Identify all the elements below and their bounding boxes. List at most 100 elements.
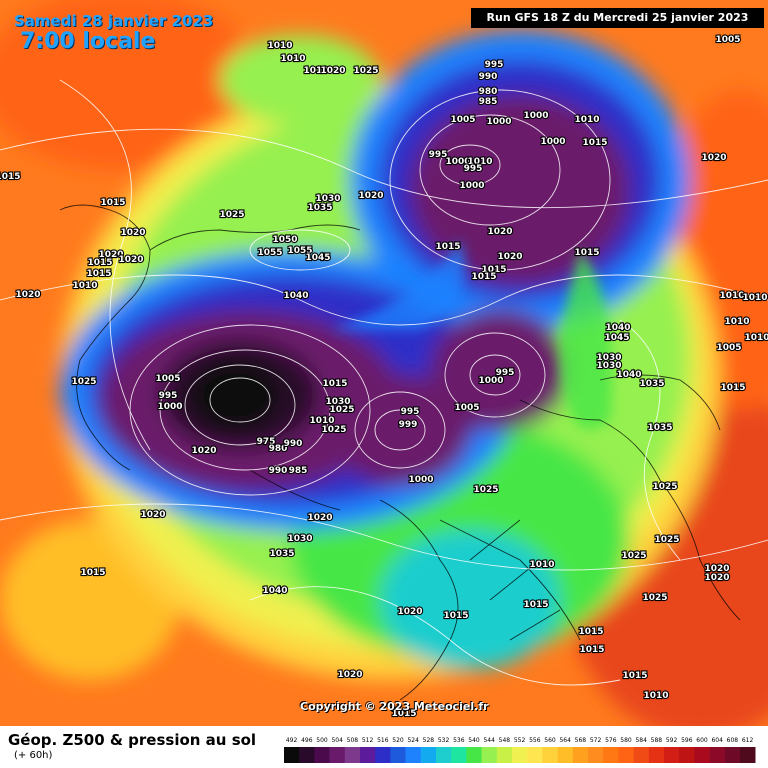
- isobar-label: 995: [485, 60, 504, 70]
- isobar-label: 1025: [219, 210, 244, 220]
- legend-swatch: [664, 747, 680, 763]
- isobar-label: 1015: [86, 269, 111, 279]
- legend-swatch: [496, 747, 513, 763]
- isobar-label: 1000: [445, 157, 470, 167]
- isobar-label: 1040: [605, 323, 630, 333]
- legend-tick-label: 548: [499, 737, 511, 744]
- isobar-label: 1015: [481, 265, 506, 275]
- legend-tick-label: 552: [514, 737, 526, 744]
- isobar-label: 1010: [309, 416, 334, 426]
- isobar-label: 1035: [639, 379, 664, 389]
- isobar-label: 1025: [71, 377, 96, 387]
- legend-tick-label: 576: [605, 737, 617, 744]
- isobar-label: 1030: [325, 397, 350, 407]
- isobar-label: 1015: [443, 611, 468, 621]
- isobar-label: 1025: [353, 66, 378, 76]
- isobar-label: 1040: [616, 370, 641, 380]
- isobar-label: 1020: [358, 191, 383, 201]
- isobar-label: 1015: [87, 258, 112, 268]
- isobar-label: 1010: [742, 293, 767, 303]
- isobar-label: 1020: [320, 66, 345, 76]
- legend-tick-label: 516: [377, 737, 389, 744]
- isobar-label: 985: [289, 466, 308, 476]
- legend-swatch: [557, 747, 574, 763]
- isobar-label: 1010: [467, 157, 492, 167]
- isobar-label: 1025: [621, 551, 646, 561]
- isobar-label: 1000: [408, 475, 433, 485]
- isobar-label: 1025: [329, 405, 354, 415]
- legend-tick-label: 584: [635, 737, 647, 744]
- legend-swatch: [481, 747, 498, 763]
- isobar-label: 1020: [704, 564, 729, 574]
- isobar-label: 1020: [397, 607, 422, 617]
- legend-swatch: [360, 747, 376, 763]
- isobar-label: 1005: [716, 343, 741, 353]
- isobar-label: 1050: [272, 235, 297, 245]
- legend-swatch: [436, 747, 452, 763]
- isobar-label: 980: [269, 444, 288, 454]
- isobar-label: 1020: [118, 255, 143, 265]
- legend-tick-label: 528: [423, 737, 435, 744]
- isobar-label: 1030: [596, 353, 621, 363]
- isobar-label: 1020: [98, 250, 123, 260]
- isobar-label: 1010: [719, 291, 744, 301]
- legend-swatch: [633, 747, 650, 763]
- isobar-label: 1015: [622, 671, 647, 681]
- isobar-label: 1035: [307, 203, 332, 213]
- coastlines-and-borders: [59, 204, 741, 701]
- legend-swatch: [299, 747, 315, 763]
- isobar-label: 1020: [487, 227, 512, 237]
- legend-tick-label: 544: [483, 737, 495, 744]
- legend-tick-label: 536: [453, 737, 465, 744]
- isobar-label: 1015: [582, 138, 607, 148]
- isobar-label: 1020: [704, 573, 729, 583]
- isobar-label: 1005: [450, 115, 475, 125]
- isobar-label: 1015: [322, 379, 347, 389]
- isobar-label: 1010: [280, 54, 305, 64]
- isobar-label: 1010: [267, 41, 292, 51]
- isobar-label: 1025: [652, 482, 677, 492]
- isobar-label: 1015: [574, 248, 599, 258]
- isobar-label: 1035: [269, 549, 294, 559]
- legend-swatch: [527, 747, 543, 763]
- legend-swatch: [618, 747, 634, 763]
- legend-tick-label: 508: [347, 737, 359, 744]
- isobar-label: 995: [429, 150, 448, 160]
- isobar-label: 1010: [72, 281, 97, 291]
- isobar-label: 1020: [337, 670, 362, 680]
- isobar-label: 1015: [720, 383, 745, 393]
- legend-swatch: [405, 747, 422, 763]
- isobar-label: 1045: [305, 253, 330, 263]
- legend-tick-label: 496: [301, 737, 313, 744]
- isobar-label: 1000: [523, 111, 548, 121]
- isobar-label: 1000: [157, 402, 182, 412]
- legend-swatch: [314, 747, 330, 763]
- legend-swatch: [420, 747, 437, 763]
- isobar-label: 1015: [523, 600, 548, 610]
- isobar-label: 1040: [283, 291, 308, 301]
- isobar-label: 995: [496, 368, 515, 378]
- isobar-label: 1015: [0, 172, 21, 182]
- geopotential-field: [0, 0, 768, 726]
- legend-swatch: [512, 747, 528, 763]
- isobar-label: 995: [464, 164, 483, 174]
- isobar-label: 1025: [654, 535, 679, 545]
- legend-tick-label: 604: [711, 737, 723, 744]
- isobar-label: 1025: [321, 425, 346, 435]
- legend-tick-label: 512: [362, 737, 374, 744]
- legend-swatch: [724, 747, 741, 763]
- run-info: Run GFS 18 Z du Mercredi 25 janvier 2023: [471, 8, 764, 28]
- isobar-label: 1055: [287, 246, 312, 256]
- isobar-label: 995: [159, 391, 178, 401]
- isobar-label: 1020: [497, 252, 522, 262]
- isobar-label: 1015: [80, 568, 105, 578]
- isobar-label: 1025: [642, 593, 667, 603]
- isobar-label: 1005: [454, 403, 479, 413]
- isobar-label: 1005: [155, 374, 180, 384]
- valid-date: Samedi 28 janvier 2023: [14, 12, 214, 30]
- copyright: Copyright © 2023 Meteociel.fr: [300, 700, 489, 713]
- legend-tick-label: 568: [575, 737, 587, 744]
- isobar-label: 1010: [529, 560, 554, 570]
- legend-swatch: [375, 747, 391, 763]
